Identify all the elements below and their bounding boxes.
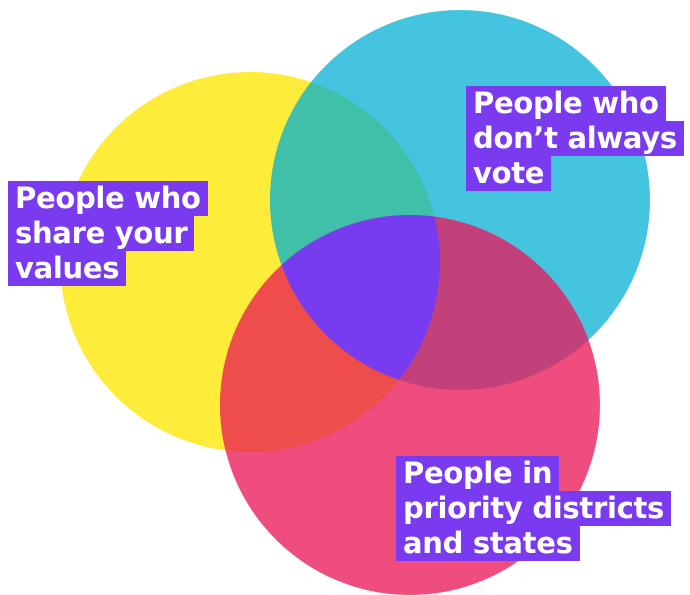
non-voters-label: People who don’t always vote	[466, 86, 684, 191]
non-voters-label-line-2: don’t always	[466, 121, 684, 156]
shared-values-label-line-3: values	[8, 251, 127, 286]
shared-values-label-line-2: share your	[8, 216, 195, 251]
priority-areas-label-line-1: People in	[396, 456, 560, 491]
priority-areas-label-line-3: and states	[396, 526, 580, 561]
center-overlap	[270, 215, 440, 390]
shared-values-label-line-1: People who	[8, 181, 208, 216]
priority-areas-label-line-2: priority districts	[396, 491, 672, 526]
non-voters-label-line-3: vote	[466, 156, 552, 191]
non-voters-label-line-1: People who	[466, 86, 666, 121]
priority-areas-label: People in priority districts and states	[396, 456, 672, 561]
shared-values-label: People who share your values	[8, 181, 208, 286]
